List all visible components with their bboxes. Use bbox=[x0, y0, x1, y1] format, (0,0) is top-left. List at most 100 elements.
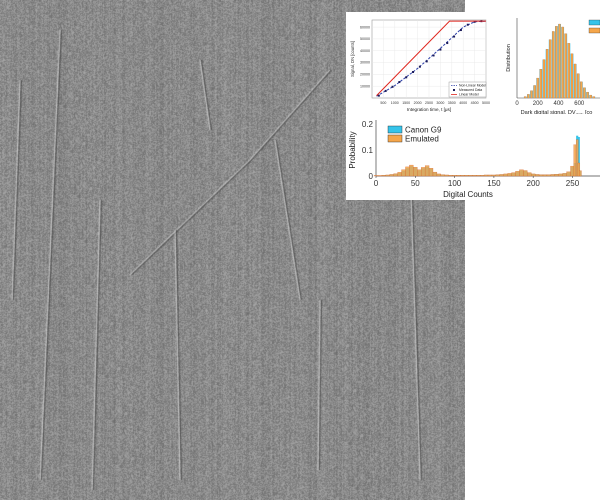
y-tick-label: 0.1 bbox=[362, 146, 374, 155]
x-tick-label: 4000 bbox=[459, 101, 467, 105]
emulated-bar bbox=[448, 175, 453, 177]
distribution-bar-orange bbox=[542, 59, 546, 99]
emulated-bar bbox=[373, 175, 379, 177]
emulated-bar bbox=[460, 175, 465, 177]
emulated-bar bbox=[385, 174, 390, 177]
emulated-bar bbox=[421, 167, 426, 177]
emulated-bar bbox=[397, 172, 402, 177]
distribution-bar-orange bbox=[536, 77, 539, 99]
x-tick-label: 400 bbox=[553, 101, 564, 107]
measured-data-point bbox=[405, 76, 408, 79]
y-tick-label: 20000 bbox=[360, 73, 370, 77]
measured-data-point bbox=[398, 81, 401, 84]
x-tick-label: 500 bbox=[380, 101, 386, 105]
x-tick-label: 150 bbox=[487, 179, 501, 188]
emulated-bar bbox=[577, 162, 581, 177]
y-axis-label: Probability bbox=[348, 131, 357, 168]
emulated-bar bbox=[495, 174, 500, 177]
measured-data-point bbox=[466, 23, 469, 26]
distribution-bar-orange bbox=[567, 43, 570, 99]
legend-swatch-measured bbox=[453, 89, 455, 91]
emulated-bar bbox=[573, 144, 577, 177]
x-tick-label: 200 bbox=[533, 101, 544, 107]
emulated-bar bbox=[503, 173, 508, 177]
distribution-bar-orange bbox=[539, 69, 542, 99]
x-tick-label: 2500 bbox=[425, 101, 433, 105]
emulated-bar bbox=[476, 175, 481, 177]
x-tick-label: 3500 bbox=[448, 101, 456, 105]
linearity-chart-panel: 500 1000 1500 2000 2500 3000 3500 4000 4500 5000 1… bbox=[346, 12, 498, 124]
emulated-bar bbox=[393, 173, 398, 177]
distribution-bar-orange bbox=[574, 63, 577, 99]
legend-label: Linear Model bbox=[459, 93, 479, 97]
y-axis-label: Distribution bbox=[506, 44, 512, 72]
legend-label: Measured Data bbox=[459, 88, 482, 92]
emulated-bar bbox=[531, 173, 536, 177]
legend-label: Emulated bbox=[405, 135, 439, 144]
distribution-bar-orange bbox=[530, 90, 533, 99]
emulated-bar bbox=[389, 174, 394, 177]
y-tick-label: 30000 bbox=[360, 61, 370, 65]
distribution-bar-orange bbox=[527, 94, 530, 99]
measured-data-point bbox=[453, 35, 456, 38]
probability-chart-panel: 0 50 100 150 200 250 0 0.1 0.2 Digital Counts Prob… bbox=[346, 114, 600, 200]
emulated-bar bbox=[566, 171, 571, 177]
dark-distribution-chart-panel: 0 200 400 600 Distribution Dark digital signa… bbox=[505, 14, 600, 120]
emulated-bar bbox=[487, 174, 493, 177]
x-tick-label: 200 bbox=[527, 179, 541, 188]
distribution-bar-orange bbox=[589, 94, 592, 99]
emulated-bar bbox=[579, 170, 582, 177]
distribution-bar-orange bbox=[555, 26, 558, 99]
emulated-bar bbox=[558, 173, 563, 177]
emulated-bar bbox=[440, 174, 445, 177]
emulated-bar bbox=[527, 172, 532, 177]
emulated-bar bbox=[381, 175, 386, 177]
x-tick-label: 600 bbox=[574, 101, 585, 107]
x-tick-label: 5000 bbox=[482, 101, 490, 105]
emulated-bar bbox=[542, 174, 548, 177]
measured-data-point bbox=[459, 29, 462, 32]
emulated-bar bbox=[562, 173, 567, 177]
emulated-bar bbox=[535, 174, 540, 177]
emulated-bar bbox=[511, 172, 516, 177]
x-tick-label: 0 bbox=[515, 101, 519, 107]
emulated-bar bbox=[479, 175, 485, 177]
x-tick-label: 2000 bbox=[414, 101, 422, 105]
emulated-bar bbox=[468, 175, 473, 177]
emulated-bar bbox=[491, 174, 497, 177]
emulated-bar bbox=[464, 175, 469, 177]
distribution-bar-orange bbox=[549, 39, 552, 99]
emulated-bar bbox=[472, 175, 477, 177]
emulated-bar bbox=[405, 166, 410, 177]
measured-data-point bbox=[446, 42, 449, 45]
emulated-bar bbox=[550, 174, 555, 177]
distribution-bar-orange bbox=[533, 85, 536, 99]
x-tick-label: 4500 bbox=[471, 101, 479, 105]
x-axis-label: Digital Counts bbox=[443, 190, 493, 199]
measured-data-point bbox=[425, 60, 428, 63]
x-tick-label: 250 bbox=[566, 179, 580, 188]
emulated-bar bbox=[515, 171, 520, 177]
measured-data-point bbox=[473, 20, 476, 23]
probability-histogram-chart: 0 50 100 150 200 250 0 0.1 0.2 Digital Counts Prob… bbox=[348, 120, 600, 199]
x-tick-label: 100 bbox=[448, 179, 462, 188]
emulated-bar bbox=[546, 174, 552, 177]
legend-swatch-cyan bbox=[588, 19, 600, 26]
distribution-bar-orange bbox=[558, 23, 561, 99]
emulated-bar bbox=[523, 170, 528, 177]
legend-box bbox=[448, 81, 487, 98]
measured-data-point bbox=[412, 71, 415, 73]
x-axis-label: Integration time, t [μs] bbox=[407, 107, 451, 112]
emulated-bar bbox=[377, 175, 383, 177]
emulated-bar bbox=[432, 171, 438, 177]
distribution-bar-orange bbox=[570, 53, 574, 99]
distribution-bar-orange bbox=[552, 31, 555, 99]
emulated-bar bbox=[575, 139, 579, 177]
emulated-bar bbox=[409, 164, 414, 177]
emulated-bar bbox=[417, 169, 422, 177]
distribution-bar-orange bbox=[546, 49, 549, 99]
emulated-bar bbox=[554, 174, 559, 177]
measured-data-point bbox=[439, 48, 442, 51]
x-axis-label-unit: [co bbox=[583, 110, 592, 116]
y-tick-label: 60000 bbox=[360, 25, 370, 29]
